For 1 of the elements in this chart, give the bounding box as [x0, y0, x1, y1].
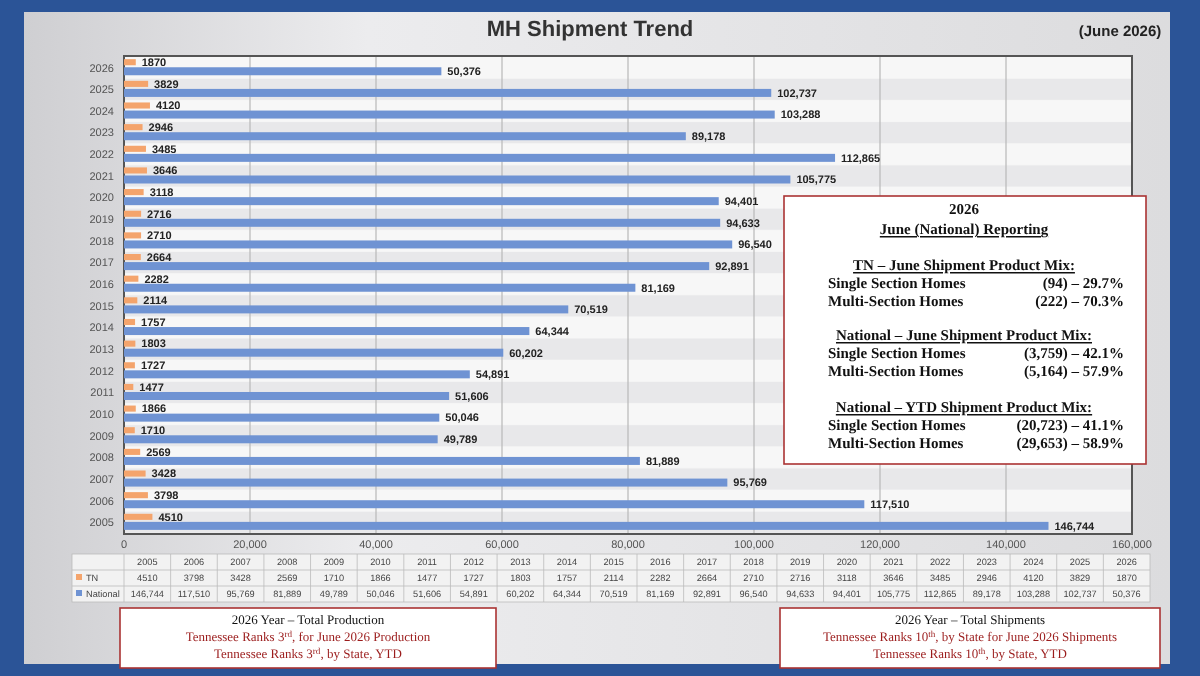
chart-title: MH Shipment Trend [486, 18, 694, 42]
